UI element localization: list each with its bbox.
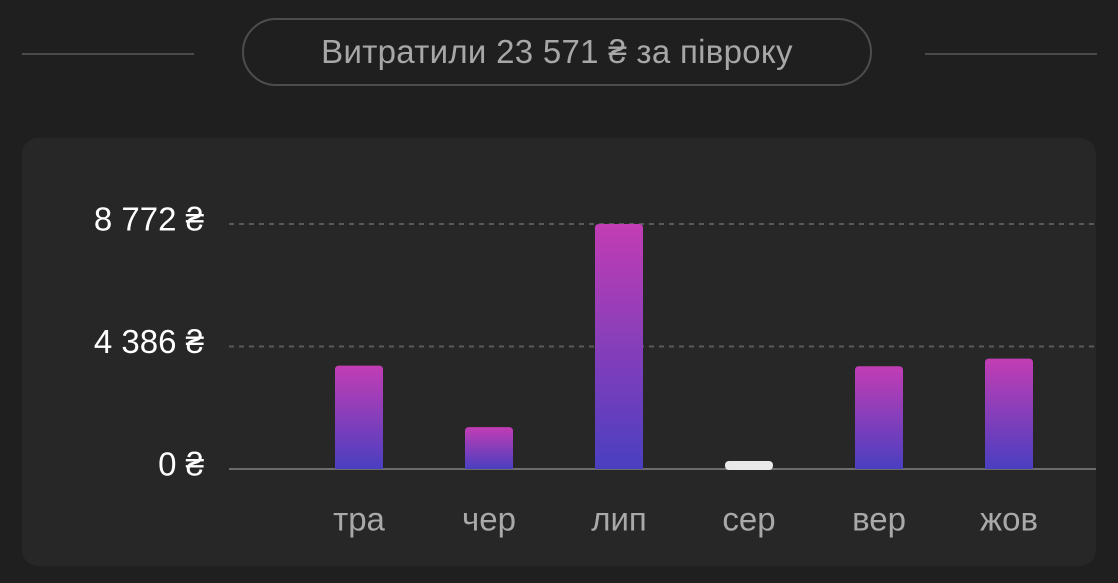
- bar-чер[interactable]: [465, 427, 513, 469]
- x-tick-label: жов: [980, 501, 1038, 538]
- x-tick-label: сер: [722, 501, 775, 538]
- bar-жов[interactable]: [985, 358, 1033, 469]
- bar-лип[interactable]: [595, 224, 643, 469]
- bar-вер[interactable]: [855, 366, 903, 469]
- x-tick-label: вер: [852, 501, 906, 538]
- y-tick-label: 8 772 ₴: [94, 201, 205, 238]
- x-tick-label: тра: [333, 501, 385, 538]
- header-divider-right: [925, 53, 1097, 55]
- y-tick-label: 4 386 ₴: [94, 323, 205, 360]
- x-tick-label: лип: [591, 501, 647, 538]
- bar-сер[interactable]: [725, 461, 773, 470]
- y-tick-label: 0 ₴: [158, 446, 205, 483]
- bar-тра[interactable]: [335, 365, 383, 469]
- header-divider-left: [22, 53, 194, 55]
- spending-chart-card: 0 ₴ 4 386 ₴ 8 772 ₴ тра чер лип сер вер жов: [22, 138, 1096, 566]
- x-tick-label: чер: [462, 501, 516, 538]
- spending-summary-pill[interactable]: Витратили 23 571 ₴ за півроку: [242, 18, 872, 86]
- spending-bar-chart: 0 ₴ 4 386 ₴ 8 772 ₴ тра чер лип сер вер жов: [94, 201, 1096, 538]
